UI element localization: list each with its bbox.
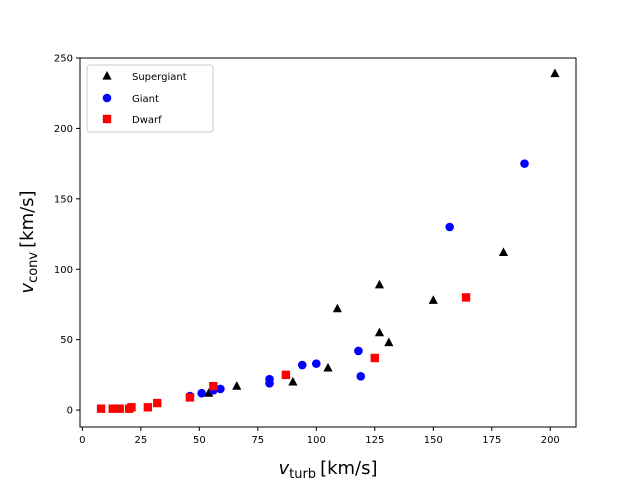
data-point-giant [312, 359, 321, 368]
y-tick-label: 100 [54, 265, 73, 276]
y-tick-label: 250 [54, 54, 73, 65]
data-point-dwarf [153, 398, 162, 408]
data-point-supergiant [428, 295, 438, 304]
data-point-giant [297, 360, 307, 370]
x-tick-label: 150 [424, 435, 443, 446]
data-point-supergiant [232, 381, 242, 390]
legend-marker-supergiant [102, 71, 112, 80]
legend: Supergiant Giant Dwarf [86, 64, 214, 133]
legend-markers [102, 71, 112, 124]
y-axis-label: vconv [km/s] [17, 190, 41, 293]
data-point-giant [354, 346, 363, 356]
x-tick-label: 100 [307, 435, 326, 446]
data-point-dwarf [209, 381, 218, 391]
data-point-dwarf [115, 404, 124, 413]
data-point-supergiant [384, 337, 394, 347]
legend-label-supergiant: Supergiant [132, 72, 187, 83]
x-axis-subscript: turb [289, 467, 316, 480]
axis-ticks: 0 25 50 75 100 125 150 175 200 0 50 100 150 200 250 [54, 54, 560, 447]
y-axis-symbol: v [17, 283, 38, 294]
data-point-dwarf [108, 404, 117, 413]
data-point-supergiant [550, 68, 560, 78]
data-point-dwarf [370, 353, 379, 363]
data-point-giant [356, 371, 366, 381]
x-axis-unit: [km/s] [320, 458, 377, 479]
data-point-dwarf [281, 370, 291, 380]
legend-label-dwarf: Dwarf [132, 115, 162, 126]
data-point-supergiant [498, 247, 509, 256]
x-tick-label: 175 [482, 435, 501, 446]
y-axis-subscript: conv [26, 252, 41, 283]
data-point-giant [520, 159, 529, 168]
y-tick-label: 0 [67, 406, 73, 417]
y-tick-label: 200 [54, 124, 73, 135]
data-point-giant [216, 384, 225, 394]
plot-area [96, 68, 560, 413]
data-point-giant [445, 222, 454, 232]
data-point-giant [197, 388, 206, 398]
x-tick-label: 75 [251, 435, 264, 446]
series-supergiant [204, 68, 560, 397]
data-point-dwarf [185, 393, 195, 402]
series-giant [185, 159, 529, 401]
x-tick-label: 25 [134, 435, 147, 446]
x-tick-label: 125 [365, 435, 384, 446]
data-point-giant [265, 374, 274, 384]
legend-marker-giant [102, 93, 112, 103]
axes-frame [79, 57, 577, 428]
x-axis-symbol: v [278, 458, 289, 479]
legend-box [86, 64, 214, 133]
data-point-dwarf [96, 404, 106, 413]
x-tick-label: 200 [541, 435, 560, 446]
data-point-dwarf [461, 293, 471, 302]
y-tick-label: 50 [60, 335, 73, 346]
series-dwarf [96, 293, 471, 413]
y-axis-unit: [km/s] [17, 190, 38, 247]
legend-label-giant: Giant [132, 94, 159, 105]
data-point-supergiant [374, 327, 385, 337]
data-point-dwarf [127, 403, 136, 412]
data-point-supergiant [323, 362, 333, 372]
data-point-supergiant [204, 388, 214, 397]
data-point-dwarf [143, 403, 153, 412]
x-tick-label: 50 [193, 435, 206, 446]
y-tick-label: 150 [54, 194, 73, 205]
data-point-supergiant [374, 279, 385, 289]
x-axis-label: vturb [km/s] [278, 458, 377, 480]
data-point-supergiant [288, 376, 298, 386]
x-tick-label: 0 [79, 435, 85, 446]
data-point-supergiant [332, 303, 342, 313]
legend-marker-dwarf [102, 114, 112, 124]
